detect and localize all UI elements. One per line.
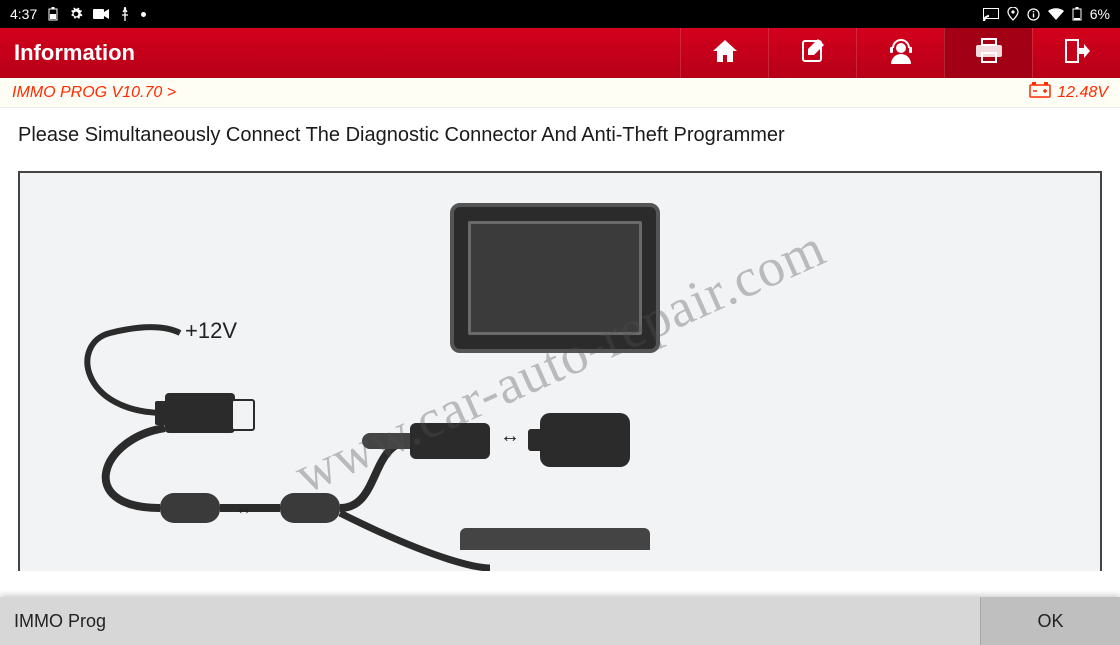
toolbar: [680, 28, 1120, 78]
diagram-splitter-joint-1: [160, 493, 220, 523]
dot-icon: [141, 12, 146, 17]
car-battery-icon: [1029, 82, 1051, 103]
page-title: Information: [0, 40, 135, 66]
diagram-arrow-2: ↔: [500, 425, 520, 448]
status-battery-text: 6%: [1090, 6, 1110, 22]
info-icon: [1027, 8, 1040, 21]
diagram-obd-plug: [410, 423, 490, 459]
diagram-splitter-joint-2: [280, 493, 340, 523]
bottom-label: IMMO Prog: [14, 611, 106, 632]
headset-person-icon: [887, 38, 915, 69]
battery-low-icon: [1072, 7, 1082, 21]
home-button[interactable]: [680, 28, 768, 78]
gear-icon: [69, 7, 83, 21]
app-screen: { "status": { "time": "4:37", "left_icon…: [0, 0, 1120, 645]
bottom-bar: IMMO Prog OK: [0, 597, 1120, 645]
app-header: Information: [0, 28, 1120, 78]
support-button[interactable]: [856, 28, 944, 78]
instruction-text: Please Simultaneously Connect The Diagno…: [18, 124, 1102, 147]
status-time: 4:37: [10, 6, 37, 22]
exit-icon: [1064, 38, 1090, 69]
battery-charge-icon: [47, 7, 59, 21]
connection-diagram: +12V ↔ ↔: [18, 171, 1102, 571]
breadcrumb-bar: IMMO PROG V10.70 > 12.48V: [0, 78, 1120, 108]
print-button[interactable]: [944, 28, 1032, 78]
status-right: 6%: [983, 6, 1110, 22]
voltage-value: 12.48V: [1057, 84, 1108, 102]
printer-icon: [974, 38, 1004, 69]
camera-icon: [93, 8, 109, 20]
diagram-power-connector: [165, 393, 235, 433]
edit-button[interactable]: [768, 28, 856, 78]
wifi-icon: [1048, 8, 1064, 20]
ok-button-label: OK: [1037, 611, 1063, 632]
diagram-12v-label: +12V: [185, 318, 237, 344]
diagram-programmer-device: [540, 413, 630, 467]
diagram-arrow-1: ↔: [235, 498, 253, 519]
diagram-tablet: [450, 203, 660, 353]
diagram-base-dock: [460, 528, 650, 550]
content-area: Please Simultaneously Connect The Diagno…: [0, 108, 1120, 597]
exit-button[interactable]: [1032, 28, 1120, 78]
breadcrumb[interactable]: IMMO PROG V10.70 >: [12, 84, 176, 102]
edit-icon: [800, 38, 826, 69]
voltage-display: 12.48V: [1029, 82, 1108, 103]
cast-icon: [983, 8, 999, 21]
android-status-bar: 4:37 6%: [0, 0, 1120, 28]
ok-button[interactable]: OK: [980, 597, 1120, 645]
status-left: 4:37: [10, 6, 146, 22]
usb-icon: [119, 7, 131, 21]
home-icon: [711, 38, 739, 69]
location-icon: [1007, 7, 1019, 21]
